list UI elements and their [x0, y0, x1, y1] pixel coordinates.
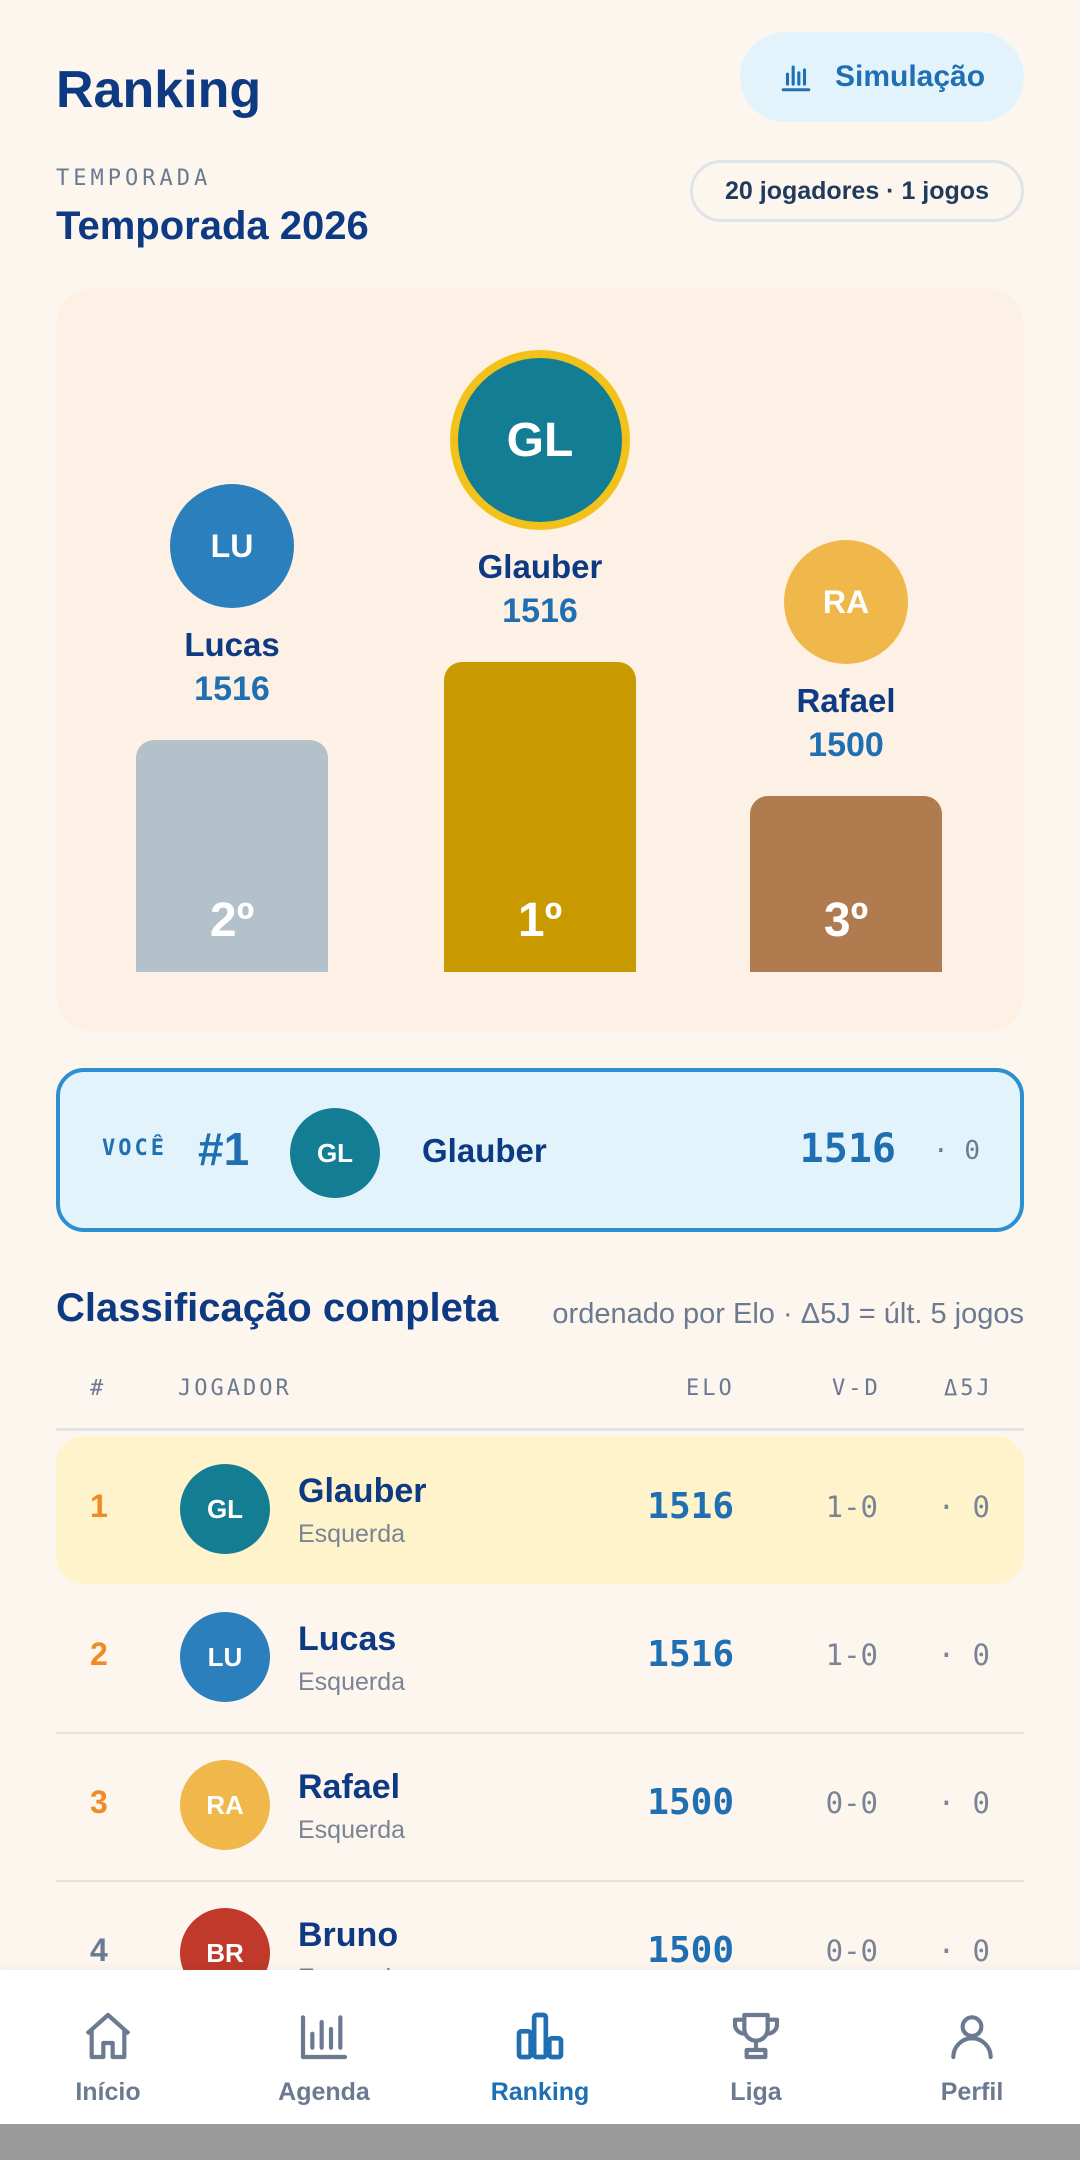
- row-position: 2: [90, 1636, 108, 1672]
- system-navigation-bar: [0, 2124, 1080, 2160]
- row-delta: · 0: [937, 1490, 990, 1524]
- nav-item-ranking[interactable]: Ranking: [432, 1970, 648, 2124]
- podium-block-first: 1º: [444, 662, 636, 972]
- row-name: Lucas: [298, 1620, 397, 1658]
- players-games-badge: 20 jogadores · 1 jogos: [690, 160, 1024, 222]
- row-side: Esquerda: [298, 1668, 406, 1696]
- page-title: Ranking: [56, 61, 262, 119]
- home-icon: [85, 2012, 131, 2060]
- row-win-loss: 1-0: [825, 1490, 878, 1524]
- table-row[interactable]: 1 GL Glauber Esquerda 1516 1-0 · 0: [56, 1436, 1024, 1584]
- row-position: 3: [90, 1784, 108, 1820]
- row-name: Rafael: [298, 1768, 401, 1806]
- row-elo: 1516: [647, 1486, 734, 1527]
- nav-label: Perfil: [940, 2078, 1004, 2106]
- podium-first-elo: 1516: [502, 592, 578, 630]
- you-label: VOCÊ: [102, 1136, 167, 1161]
- your-elo: 1516: [799, 1126, 896, 1172]
- bar-chart-icon: [300, 2015, 348, 2060]
- nav-label: Início: [75, 2078, 141, 2106]
- simulation-button[interactable]: Simulação: [740, 32, 1024, 122]
- trophy-icon: [732, 2012, 780, 2060]
- podium-block-third: 3º: [750, 796, 942, 972]
- row-position: 1: [90, 1488, 108, 1524]
- row-position: 4: [90, 1932, 108, 1968]
- row-delta: · 0: [937, 1786, 990, 1820]
- podium: LU Lucas 1516 2º GL Glauber 1516 1º RA R…: [56, 288, 1024, 1032]
- podium-third-elo: 1500: [808, 726, 884, 764]
- bottom-navigation: Início Agenda Ranking Liga Perfil: [0, 1970, 1080, 2124]
- your-delta: · 0: [933, 1136, 980, 1166]
- your-rank: #1: [198, 1123, 250, 1175]
- season-label: TEMPORADA: [56, 166, 212, 191]
- bar-chart-icon: [781, 65, 811, 92]
- row-name: Bruno: [298, 1916, 399, 1954]
- column-header-delta: Δ5J: [944, 1376, 993, 1401]
- your-position-card[interactable]: VOCÊ #1 GL Glauber 1516 · 0: [56, 1068, 1024, 1232]
- podium-first-name: Glauber: [477, 548, 603, 585]
- section-title: Classificação completa: [56, 1286, 499, 1330]
- nav-item-agenda[interactable]: Agenda: [216, 1970, 432, 2124]
- row-elo: 1516: [647, 1634, 734, 1675]
- season-name: Temporada 2026: [56, 204, 369, 248]
- column-header-pos: #: [90, 1376, 107, 1401]
- row-side: Esquerda: [298, 1520, 406, 1548]
- nav-label: Agenda: [278, 2078, 370, 2106]
- row-elo: 1500: [647, 1782, 734, 1823]
- avatar: LU: [180, 1612, 270, 1702]
- avatar: GL: [290, 1108, 380, 1198]
- row-win-loss: 0-0: [825, 1786, 878, 1820]
- column-header-player: JOGADOR: [178, 1376, 292, 1401]
- row-elo: 1500: [647, 1930, 734, 1971]
- avatar: GL: [180, 1464, 270, 1554]
- podium-second-name: Lucas: [184, 626, 280, 663]
- row-win-loss: 1-0: [825, 1638, 878, 1672]
- table-row[interactable]: 2 LU Lucas Esquerda 1516 1-0 · 0: [56, 1584, 1024, 1734]
- column-header-elo: ELO: [686, 1376, 735, 1401]
- row-delta: · 0: [937, 1934, 990, 1968]
- column-header-vd: V-D: [832, 1376, 881, 1401]
- avatar-second[interactable]: LU: [170, 484, 294, 608]
- row-side: Esquerda: [298, 1816, 406, 1844]
- avatar-third[interactable]: RA: [784, 540, 908, 664]
- podium-second-elo: 1516: [194, 670, 270, 708]
- table-row[interactable]: 3 RA Rafael Esquerda 1500 0-0 · 0: [56, 1732, 1024, 1882]
- row-win-loss: 0-0: [825, 1934, 878, 1968]
- avatar-first[interactable]: GL: [450, 350, 630, 530]
- row-divider: [56, 1732, 1024, 1734]
- nav-label: Ranking: [490, 2078, 590, 2106]
- podium-third-name: Rafael: [796, 682, 896, 719]
- nav-item-inicio[interactable]: Início: [0, 1970, 216, 2124]
- nav-item-liga[interactable]: Liga: [648, 1970, 864, 2124]
- row-delta: · 0: [937, 1638, 990, 1672]
- section-subtitle: ordenado por Elo · Δ5J = últ. 5 jogos: [552, 1298, 1024, 1330]
- avatar: RA: [180, 1760, 270, 1850]
- row-name: Glauber: [298, 1472, 427, 1510]
- nav-label: Liga: [730, 2078, 782, 2106]
- row-divider: [56, 1880, 1024, 1882]
- your-name: Glauber: [422, 1132, 547, 1169]
- user-icon: [951, 2015, 993, 2060]
- nav-item-perfil[interactable]: Perfil: [864, 1970, 1080, 2124]
- simulation-label: Simulação: [834, 60, 986, 93]
- podium-block-second: 2º: [136, 740, 328, 972]
- ranking-icon: [516, 2012, 564, 2060]
- header-divider: [56, 1428, 1024, 1431]
